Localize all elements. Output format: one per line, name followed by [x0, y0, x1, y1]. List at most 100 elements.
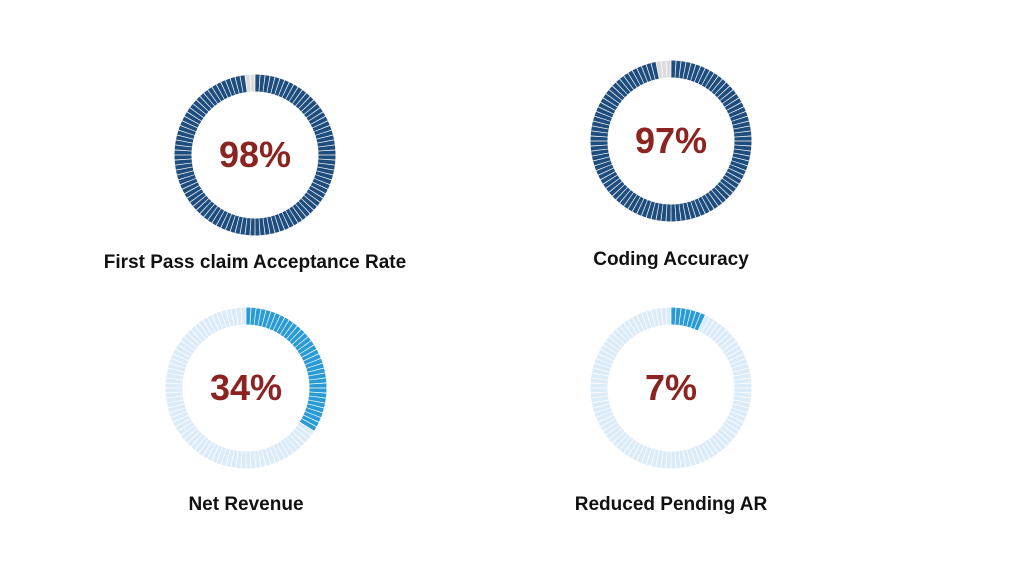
- gauge-segment-filled: [316, 135, 334, 143]
- gauge-segment-empty: [246, 451, 251, 469]
- gauge-net-revenue: 34%: [156, 298, 336, 478]
- gauge-segment-empty: [171, 354, 189, 365]
- gauge-segment-filled: [193, 195, 209, 210]
- gauge-segment-empty: [714, 431, 730, 447]
- gauge-segment-filled: [178, 174, 196, 185]
- gauge-segment-empty: [701, 441, 714, 459]
- gauge-segment-filled: [671, 204, 676, 222]
- gauge-segment-filled: [620, 76, 634, 92]
- gauge-segment-filled: [641, 64, 652, 82]
- gauge-segment-filled: [310, 182, 328, 194]
- gauge-segment-filled: [303, 354, 321, 365]
- gauge-segment-filled: [280, 320, 293, 337]
- gauge-segment-filled: [255, 218, 260, 236]
- gauge-segment-filled: [592, 121, 610, 129]
- gauge-segment-filled: [722, 175, 739, 188]
- gauge-segment-empty: [181, 425, 197, 439]
- gauge-segment-filled: [316, 167, 334, 175]
- gauge-segment-filled: [616, 187, 631, 203]
- gauge-segment-filled: [724, 98, 742, 111]
- gauge-segment-filled: [285, 208, 298, 226]
- gauge-segment-filled: [295, 337, 311, 351]
- gauge-segment-filled: [312, 178, 330, 189]
- gauge-segment-empty: [165, 388, 183, 393]
- gauge-segment-filled: [304, 192, 320, 206]
- gauge-segment-empty: [184, 333, 200, 348]
- gauge-segment-empty: [269, 445, 280, 463]
- gauge-segment-filled: [289, 329, 305, 345]
- gauge-segment-empty: [690, 447, 701, 465]
- gauge-segment-filled: [274, 214, 285, 232]
- gauge-segment-empty: [609, 428, 625, 443]
- gauge-segment-filled: [318, 159, 336, 165]
- gauge-segment-filled: [309, 383, 327, 388]
- gauge-segment-empty: [258, 449, 266, 467]
- gauge-segment-empty: [236, 307, 242, 325]
- gauge-segment-empty: [593, 404, 611, 413]
- gauge-segment-filled: [624, 192, 637, 209]
- gauge-segment-filled: [733, 126, 751, 133]
- gauge-segment-empty: [178, 422, 195, 435]
- gauge-segment-empty: [195, 437, 209, 453]
- gauge-segment-filled: [318, 155, 336, 160]
- gauge-segment-filled: [221, 212, 232, 230]
- gauge-segment-empty: [173, 415, 191, 427]
- gauge-segment-filled: [271, 215, 280, 233]
- gauge-segment-empty: [593, 363, 611, 372]
- gauge-segment-empty: [168, 363, 186, 372]
- gauge-segment-empty: [606, 425, 622, 439]
- gauge-segment-filled: [299, 345, 317, 358]
- gauge-segment-empty: [646, 310, 655, 328]
- gauge-segment-filled: [732, 121, 750, 129]
- gauge-segment-filled: [190, 192, 206, 206]
- gauge-segment-empty: [590, 383, 608, 388]
- gauge-segment-filled: [600, 171, 618, 184]
- gauge-segment-empty: [624, 439, 637, 456]
- gauge-segment-empty: [187, 431, 203, 447]
- gauge-segment-filled: [254, 308, 261, 326]
- gauge-segment-filled: [598, 102, 616, 114]
- gauge-segment-filled: [694, 66, 705, 84]
- gauge-segment-empty: [273, 443, 285, 461]
- gauge-segment-filled: [318, 150, 336, 155]
- gauge-segment-filled: [705, 73, 718, 90]
- gauge-segment-filled: [606, 90, 622, 104]
- gauge-segment-empty: [221, 448, 230, 466]
- gauge-segment-filled: [711, 187, 726, 203]
- gauge-segment-filled: [603, 94, 620, 107]
- gauge-segment-empty: [231, 450, 238, 468]
- gauge-segment-empty: [701, 317, 714, 335]
- gauge-segment-filled: [303, 411, 321, 422]
- gauge-segment-empty: [620, 437, 634, 453]
- gauge-segment-filled: [182, 182, 200, 194]
- gauge-segment-filled: [705, 192, 718, 209]
- gauge-segment-filled: [628, 194, 641, 212]
- gauge-segment-empty: [612, 431, 628, 447]
- gauge-segment-filled: [174, 155, 192, 160]
- gauge-segment-empty: [191, 434, 206, 450]
- gauge-segment-filled: [594, 160, 612, 171]
- gauge-segment-empty: [166, 373, 184, 380]
- gauge-segment-empty: [733, 373, 751, 380]
- gauge-segment-empty: [165, 392, 183, 398]
- gauge-segment-filled: [276, 317, 289, 335]
- gauge-segment-filled: [308, 185, 326, 198]
- gauge-segment-empty: [286, 434, 301, 450]
- gauge-segment-filled: [628, 70, 641, 88]
- gauge-segment-empty: [221, 310, 230, 328]
- gauge-segment-filled: [306, 108, 323, 121]
- gauge-segment-empty: [250, 74, 255, 92]
- gauge-segment-filled: [690, 311, 701, 329]
- gauge-segment-filled: [590, 131, 608, 137]
- gauge-segment-filled: [317, 163, 335, 170]
- gauge-segment-filled: [651, 202, 659, 220]
- gauge-segment-filled: [722, 94, 739, 107]
- gauge-segment-empty: [191, 326, 206, 342]
- gauge-segment-filled: [301, 100, 317, 115]
- gauge-segment-empty: [722, 422, 739, 435]
- gauge-segment-empty: [203, 441, 216, 459]
- gauge-segment-empty: [603, 422, 620, 435]
- gauge-segment-filled: [187, 189, 204, 202]
- gauge-segment-filled: [591, 149, 609, 156]
- gauge-segment-filled: [679, 308, 686, 326]
